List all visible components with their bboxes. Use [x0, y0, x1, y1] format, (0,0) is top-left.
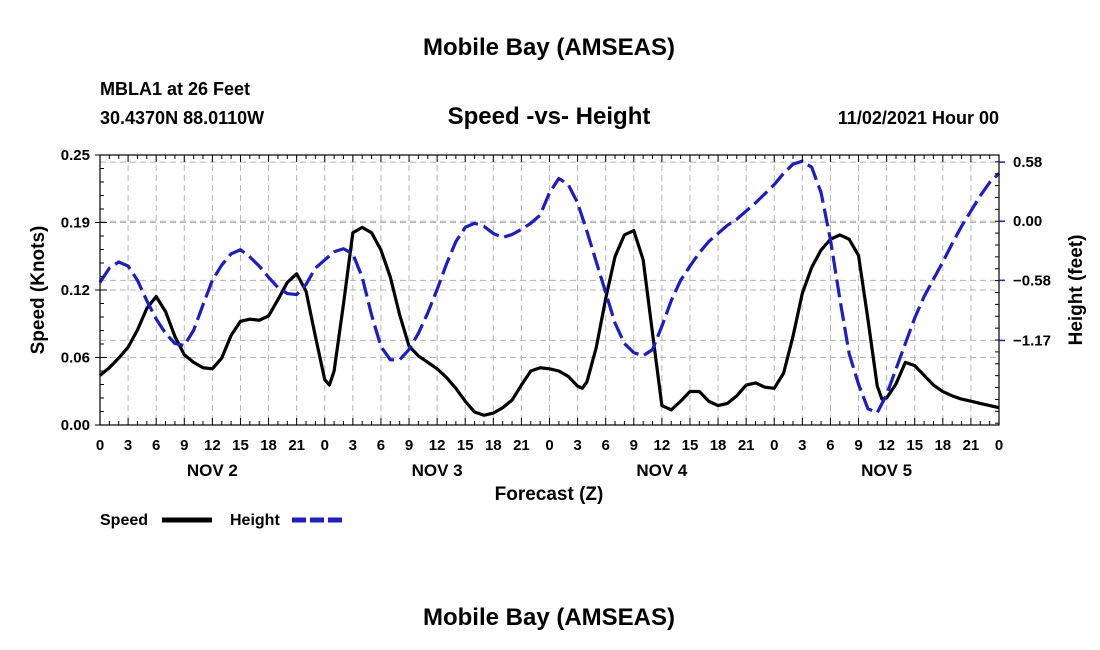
y2-tick-label: 0.00: [1013, 213, 1042, 230]
x-tick-label: 18: [934, 437, 951, 454]
x-tick-label: 12: [878, 437, 895, 454]
y2-axis-title: Height (feet): [1066, 235, 1087, 346]
x-tick-label: 12: [654, 437, 671, 454]
y-tick-label: 0.06: [61, 350, 90, 367]
x-tick-label: 6: [826, 437, 834, 454]
x-tick-label: 21: [738, 437, 755, 454]
x-tick-label: 3: [124, 437, 132, 454]
x-tick-label: 15: [457, 437, 474, 454]
coordinates-label: 30.4370N 88.0110W: [100, 108, 264, 128]
x-tick-label: 6: [152, 437, 160, 454]
x-tick-label: 0: [96, 437, 104, 454]
day-label: NOV 3: [412, 461, 463, 480]
x-tick-label: 15: [682, 437, 699, 454]
legend-height-label: Height: [230, 512, 280, 529]
footer-title: Mobile Bay (AMSEAS): [423, 604, 675, 631]
y-tick-label: 0.12: [61, 282, 90, 299]
x-tick-label: 9: [854, 437, 862, 454]
y2-tick-label: −1.17: [1013, 332, 1051, 349]
y-axis-title: Speed (Knots): [28, 226, 49, 355]
x-tick-label: 0: [545, 437, 553, 454]
x-tick-label: 18: [485, 437, 502, 454]
x-tick-label: 3: [349, 437, 357, 454]
y2-tick-label: 0.58: [1013, 154, 1042, 171]
x-tick-label: 21: [963, 437, 980, 454]
day-label: NOV 5: [861, 461, 912, 480]
y2-tick-label: −0.58: [1013, 272, 1051, 289]
x-tick-label: 0: [321, 437, 329, 454]
x-tick-label: 12: [204, 437, 221, 454]
x-tick-label: 18: [260, 437, 277, 454]
legend: Speed Height: [100, 512, 342, 529]
legend-speed-label: Speed: [100, 512, 148, 529]
day-label: NOV 4: [636, 461, 688, 480]
x-tick-label: 6: [377, 437, 385, 454]
series-line-height: [98, 159, 1001, 415]
y-tick-label: 0.00: [61, 417, 90, 434]
day-label: NOV 2: [187, 461, 238, 480]
y-tick-label: 0.19: [61, 215, 90, 232]
forecast-date: 11/02/2021 Hour 00: [838, 108, 999, 128]
x-tick-label: 15: [232, 437, 249, 454]
station-label: MBLA1 at 26 Feet: [100, 79, 250, 99]
series-layer: [98, 159, 1001, 417]
x-axis-title: Forecast (Z): [495, 484, 604, 505]
x-tick-label: 3: [573, 437, 581, 454]
x-tick-label: 9: [630, 437, 638, 454]
x-tick-label: 21: [288, 437, 305, 454]
x-tick-label: 18: [710, 437, 727, 454]
x-tick-label: 3: [798, 437, 806, 454]
x-tick-label: 21: [513, 437, 530, 454]
x-tick-label: 12: [429, 437, 446, 454]
page-title: Mobile Bay (AMSEAS): [423, 34, 675, 61]
chart-subtitle: Speed -vs- Height: [448, 103, 651, 130]
y-tick-label: 0.25: [61, 147, 90, 164]
x-tick-label: 0: [995, 437, 1003, 454]
axes: 0 3 6 9 12 15 18 21 0 3 6 9 12 15 18 21 0 3 6 9 12 15 18 21 0 3 6 9…: [61, 147, 1051, 480]
x-tick-label: 9: [405, 437, 413, 454]
x-tick-label: 0: [770, 437, 778, 454]
x-tick-label: 9: [180, 437, 188, 454]
x-tick-label: 15: [906, 437, 923, 454]
x-tick-label: 6: [602, 437, 610, 454]
series-line-speed: [98, 225, 1000, 417]
